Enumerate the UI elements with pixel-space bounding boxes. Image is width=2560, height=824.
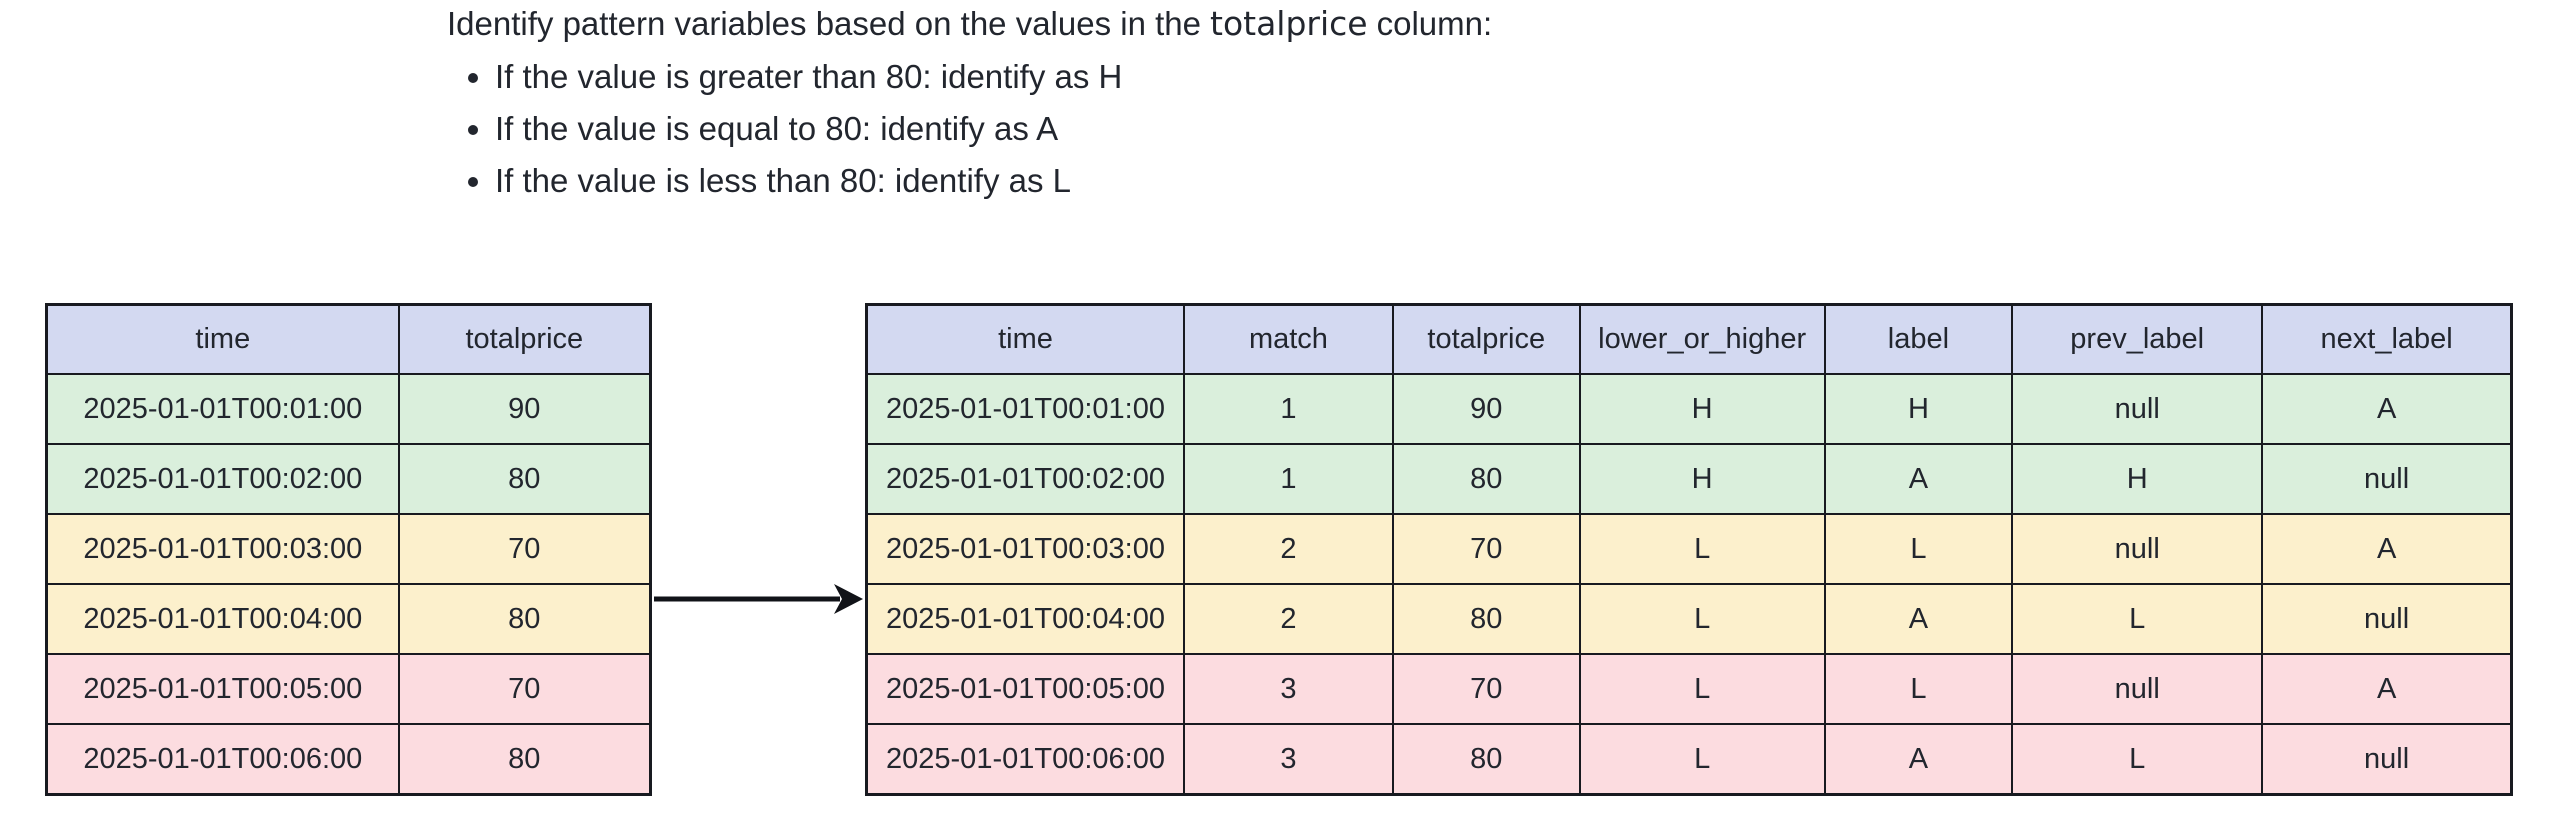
- table-cell: 80: [397, 723, 652, 796]
- table-cell: null: [2011, 373, 2264, 445]
- table-cell: 2025-01-01T00:05:00: [865, 653, 1185, 725]
- table-cell: 2025-01-01T00:06:00: [45, 723, 400, 796]
- table-cell: 80: [1391, 443, 1581, 515]
- table-cell: A: [1823, 443, 2014, 515]
- column-header: totalprice: [1391, 303, 1581, 375]
- table-cell: L: [1823, 513, 2014, 585]
- instructions-title: Identify pattern variables based on the …: [447, 2, 1492, 46]
- table-row: 2025-01-01T00:02:00 80: [45, 443, 652, 515]
- table-cell: 80: [397, 443, 652, 515]
- instructions-block: Identify pattern variables based on the …: [447, 2, 1492, 211]
- table-cell: A: [1823, 583, 2014, 655]
- output-table: time match totalprice lower_or_higher label p…: [865, 303, 2513, 796]
- instructions-title-prefix: Identify pattern variables based on the …: [447, 5, 1201, 42]
- table-cell: 70: [1391, 653, 1581, 725]
- table-cell: 80: [1391, 583, 1581, 655]
- table-cell: 2025-01-01T00:03:00: [865, 513, 1185, 585]
- arrow-icon: [654, 584, 863, 614]
- table-row: 2025-01-01T00:05:00 70: [45, 653, 652, 725]
- instruction-bullet: If the value is greater than 80: identif…: [495, 55, 1492, 99]
- table-cell: 2025-01-01T00:03:00: [45, 513, 400, 585]
- column-header: prev_label: [2011, 303, 2264, 375]
- table-cell: L: [2011, 723, 2264, 796]
- table-cell: 3: [1182, 723, 1394, 796]
- table-row: 2025-01-01T00:01:00 90: [45, 373, 652, 445]
- table-row: 2025-01-01T00:04:00 80: [45, 583, 652, 655]
- table-cell: null: [2261, 443, 2513, 515]
- column-header: label: [1823, 303, 2014, 375]
- table-cell: L: [1578, 723, 1826, 796]
- table-cell: 2025-01-01T00:02:00: [865, 443, 1185, 515]
- table-cell: 90: [1391, 373, 1581, 445]
- table-row: 2025-01-01T00:03:00 70: [45, 513, 652, 585]
- totalprice-code-token: totalprice: [1210, 4, 1368, 43]
- table-cell: 2: [1182, 513, 1394, 585]
- table-cell: A: [2261, 513, 2513, 585]
- table-cell: 1: [1182, 443, 1394, 515]
- table-cell: L: [1578, 583, 1826, 655]
- table-cell: 2025-01-01T00:04:00: [865, 583, 1185, 655]
- table-cell: 70: [1391, 513, 1581, 585]
- table-cell: null: [2011, 653, 2264, 725]
- table-cell: 2025-01-01T00:04:00: [45, 583, 400, 655]
- table-cell: 2: [1182, 583, 1394, 655]
- table-cell: L: [1578, 513, 1826, 585]
- table-cell: 70: [397, 653, 652, 725]
- table-cell: L: [1823, 653, 2014, 725]
- column-header: match: [1182, 303, 1394, 375]
- instruction-bullet: If the value is less than 80: identify a…: [495, 159, 1492, 203]
- table-cell: 70: [397, 513, 652, 585]
- table-cell: 2025-01-01T00:01:00: [45, 373, 400, 445]
- table-header-row: time totalprice: [45, 303, 652, 375]
- column-header: time: [45, 303, 400, 375]
- table-cell: 80: [397, 583, 652, 655]
- transform-arrow: [650, 577, 865, 621]
- instruction-bullet: If the value is equal to 80: identify as…: [495, 107, 1492, 151]
- table-cell: 2025-01-01T00:01:00: [865, 373, 1185, 445]
- column-header: next_label: [2261, 303, 2513, 375]
- table-cell: 90: [397, 373, 652, 445]
- instruction-bullet-list: If the value is greater than 80: identif…: [447, 55, 1492, 203]
- table-cell: null: [2261, 723, 2513, 796]
- table-cell: H: [1578, 373, 1826, 445]
- table-cell: A: [1823, 723, 2014, 796]
- instructions-title-suffix: column:: [1376, 5, 1493, 42]
- column-header: totalprice: [397, 303, 652, 375]
- column-header: time: [865, 303, 1185, 375]
- table-cell: A: [2261, 373, 2513, 445]
- column-header: lower_or_higher: [1578, 303, 1826, 375]
- table-cell: 2025-01-01T00:05:00: [45, 653, 400, 725]
- table-cell: H: [1823, 373, 2014, 445]
- table-cell: L: [2011, 583, 2264, 655]
- table-header-row: time match totalprice lower_or_higher label p…: [865, 303, 2513, 375]
- table-cell: H: [2011, 443, 2264, 515]
- table-cell: 2025-01-01T00:06:00: [865, 723, 1185, 796]
- table-row: 2025-01-01T00:06:00 80: [45, 723, 652, 796]
- table-cell: A: [2261, 653, 2513, 725]
- table-cell: H: [1578, 443, 1826, 515]
- input-table: time totalprice 2025-01-01T00:01:00 90 2025-…: [45, 303, 652, 796]
- table-cell: 1: [1182, 373, 1394, 445]
- table-cell: null: [2011, 513, 2264, 585]
- table-cell: 3: [1182, 653, 1394, 725]
- table-cell: 2025-01-01T00:02:00: [45, 443, 400, 515]
- table-cell: null: [2261, 583, 2513, 655]
- table-cell: L: [1578, 653, 1826, 725]
- table-cell: 80: [1391, 723, 1581, 796]
